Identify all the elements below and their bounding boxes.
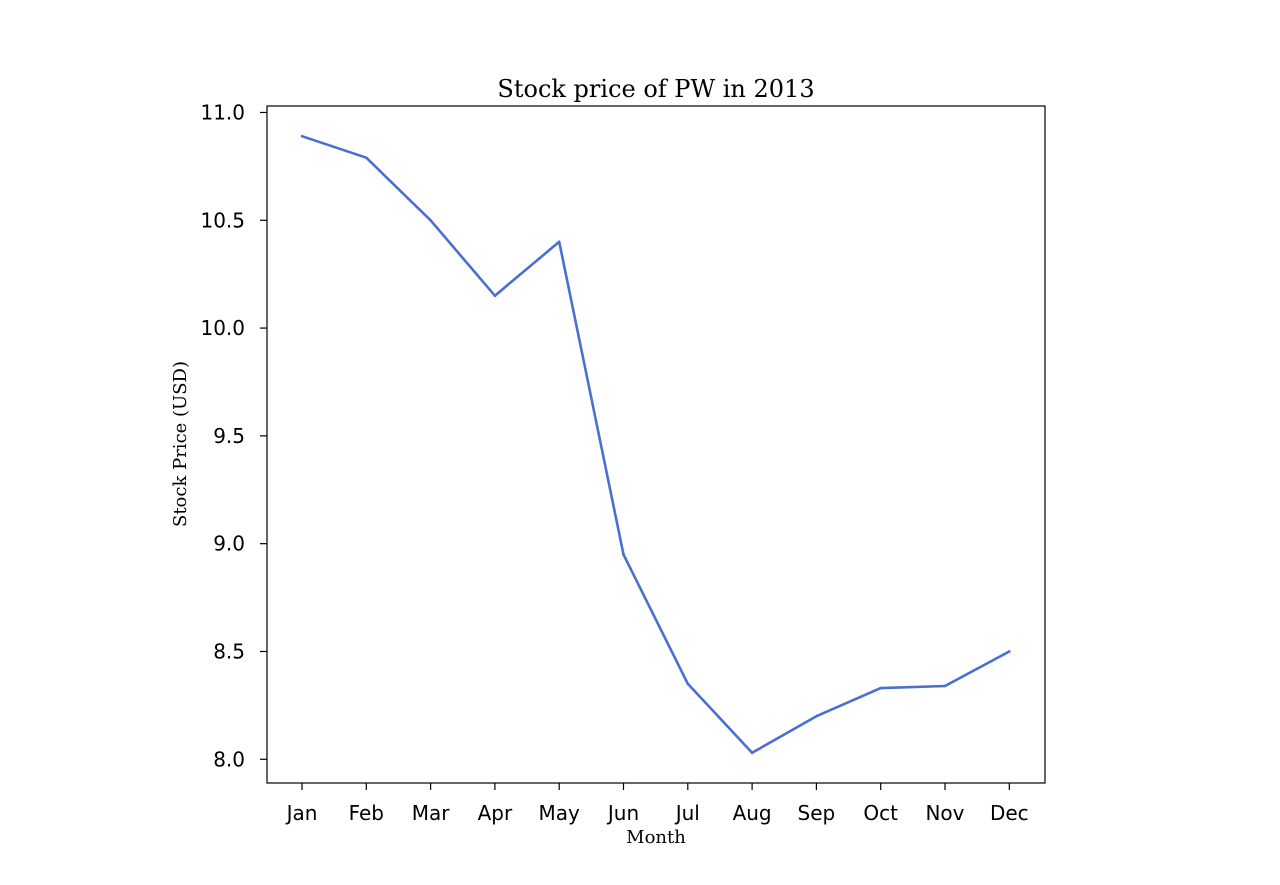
y-tick-label: 10.0 xyxy=(200,316,245,340)
x-tick-label: May xyxy=(539,801,581,825)
data-point xyxy=(686,682,690,686)
x-tick-label: Mar xyxy=(412,801,451,825)
x-tick-label: Sep xyxy=(798,801,836,825)
data-point xyxy=(943,684,947,688)
y-tick-label: 8.0 xyxy=(213,747,245,771)
x-tick-label: Nov xyxy=(925,801,964,825)
x-axis: Jan Feb Mar Apr May Jun Jul Aug Sep Oct Nov Dec xyxy=(285,783,1029,825)
x-tick-label: Jul xyxy=(674,801,700,825)
y-axis-label: Stock Price (USD) xyxy=(170,361,191,527)
data-point xyxy=(493,294,497,298)
data-point xyxy=(429,218,432,222)
data-point xyxy=(815,714,818,718)
data-point xyxy=(365,156,368,160)
y-tick-label: 9.0 xyxy=(213,532,245,556)
series-line xyxy=(301,134,1010,755)
y-tick-label: 11.0 xyxy=(200,100,245,124)
x-tick-label: Jun xyxy=(606,801,639,825)
y-axis: 8.0 8.5 9.0 9.5 10.0 10.5 11.0 xyxy=(200,100,267,771)
data-point xyxy=(750,751,754,755)
y-tick-label: 9.5 xyxy=(213,424,245,448)
data-points xyxy=(300,134,1011,755)
data-point xyxy=(622,553,625,556)
x-axis-label: Month xyxy=(626,827,686,848)
data-point xyxy=(1008,650,1011,653)
data-point xyxy=(557,240,561,244)
x-tick-label: Jan xyxy=(285,801,318,825)
data-point xyxy=(879,686,882,690)
y-tick-label: 10.5 xyxy=(200,208,245,232)
x-tick-label: Oct xyxy=(863,801,898,825)
data-point xyxy=(300,134,304,138)
x-tick-label: Apr xyxy=(478,801,513,825)
plot-frame xyxy=(266,105,1046,784)
y-tick-label: 8.5 xyxy=(213,639,245,663)
x-tick-label: Aug xyxy=(733,801,772,825)
chart-title: Stock price of PW in 2013 xyxy=(497,75,814,103)
x-tick-label: Feb xyxy=(349,801,384,825)
x-tick-label: Dec xyxy=(990,801,1029,825)
